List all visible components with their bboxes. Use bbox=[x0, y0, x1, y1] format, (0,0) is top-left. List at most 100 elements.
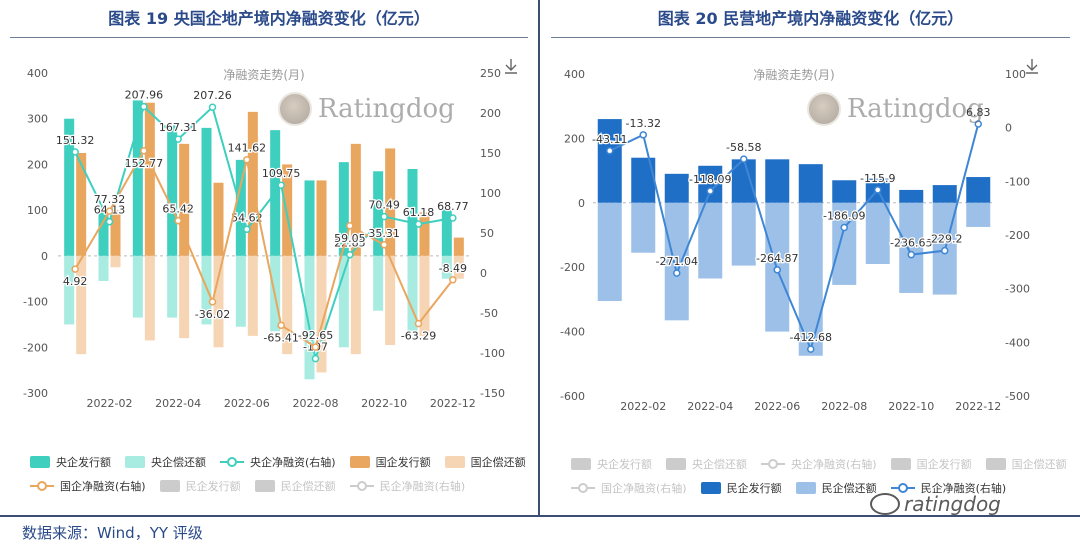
data-label: 61.18 bbox=[403, 206, 435, 219]
data-label: 109.75 bbox=[262, 167, 301, 180]
line-point bbox=[907, 250, 915, 259]
legend-item[interactable]: 国企偿还额 bbox=[444, 450, 526, 474]
bar bbox=[110, 210, 121, 256]
y-left-tick-label: 400 bbox=[564, 68, 585, 81]
y-left-tick-label: 400 bbox=[27, 67, 48, 80]
legend-line-icon bbox=[30, 480, 54, 492]
legend-item[interactable]: 国企发行额 bbox=[349, 450, 431, 474]
bar bbox=[179, 143, 190, 256]
legend-line-icon bbox=[571, 482, 595, 494]
data-label: 65.42 bbox=[162, 203, 194, 216]
footer-watermark-text: ratingdog bbox=[904, 492, 1001, 516]
legend-label: 央企净融资(右轴) bbox=[250, 456, 336, 469]
legend-swatch bbox=[30, 456, 50, 468]
legend-item[interactable]: 国企发行额 bbox=[890, 452, 972, 476]
chart-title: 图表 20 民营地产境内净融资变化（亿元） bbox=[657, 9, 964, 28]
bar bbox=[350, 143, 361, 256]
legend-swatch bbox=[700, 482, 721, 494]
download-icon[interactable] bbox=[503, 58, 519, 74]
data-label: -186.09 bbox=[823, 210, 865, 223]
bar bbox=[419, 255, 430, 336]
y-right-tick-label: 100 bbox=[1005, 68, 1026, 81]
line-point bbox=[346, 250, 354, 259]
bar bbox=[385, 148, 396, 256]
legend-item[interactable]: 国企偿还额 bbox=[985, 452, 1067, 476]
data-label: 207.96 bbox=[125, 89, 164, 102]
y-left-tick-label: 200 bbox=[564, 132, 585, 145]
bar bbox=[144, 102, 155, 256]
legend-label: 民企发行额 bbox=[726, 482, 782, 495]
bar bbox=[832, 202, 857, 285]
line-point bbox=[208, 103, 217, 111]
legend-item[interactable]: 民企净融资(右轴) bbox=[890, 476, 1007, 500]
y-right-tick-label: -300 bbox=[1005, 283, 1030, 296]
legend-item[interactable]: 央企发行额 bbox=[30, 450, 111, 474]
series-line bbox=[74, 148, 454, 349]
legend-item[interactable]: 民企偿还额 bbox=[795, 476, 877, 500]
bar bbox=[453, 255, 464, 279]
x-tick-label: 2022-10 bbox=[888, 400, 934, 413]
watermark-logo: Ratingdog bbox=[278, 92, 455, 126]
legend-item[interactable]: 国企净融资(右轴) bbox=[571, 476, 687, 500]
line-point bbox=[807, 345, 815, 353]
watermark-text: Ratingdog bbox=[318, 94, 455, 124]
download-icon[interactable] bbox=[1024, 58, 1040, 74]
y-left-tick-label: -400 bbox=[560, 326, 585, 339]
legend-item[interactable]: 民企偿还额 bbox=[254, 474, 336, 498]
legend-item[interactable]: 央企净融资(右轴) bbox=[220, 450, 336, 474]
series-line bbox=[609, 123, 980, 353]
bar bbox=[731, 202, 756, 266]
bar bbox=[213, 255, 224, 348]
legend-item[interactable]: 国企净融资(右轴) bbox=[30, 474, 146, 498]
line-point bbox=[380, 212, 388, 221]
bottom-rule bbox=[0, 515, 1080, 517]
bar bbox=[899, 189, 924, 203]
legend-line-icon bbox=[220, 456, 244, 468]
legend-label: 国企净融资(右轴) bbox=[60, 480, 146, 493]
chart-title: 图表 19 央国企地产境内净融资变化（亿元） bbox=[108, 9, 430, 28]
bar bbox=[132, 255, 143, 318]
data-label: -63.29 bbox=[401, 330, 436, 343]
footer-watermark: ratingdog bbox=[870, 492, 1001, 516]
line-point bbox=[941, 246, 949, 255]
legend-item[interactable]: 民企发行额 bbox=[700, 476, 782, 500]
data-label: -8.49 bbox=[439, 262, 467, 275]
line-point bbox=[449, 276, 457, 284]
bar bbox=[304, 180, 315, 256]
line-point bbox=[346, 222, 354, 230]
legend-swatch bbox=[444, 456, 465, 468]
line-point bbox=[208, 298, 217, 306]
legend-item[interactable]: 央企净融资(右轴) bbox=[761, 452, 877, 476]
chart-19-plot: 净融资走势(月) -300 -200 -100 0 100 200 300 400 -150 -10… bbox=[23, 67, 505, 410]
bar bbox=[664, 173, 689, 203]
legend-item[interactable]: 央企发行额 bbox=[571, 452, 652, 476]
data-label: 77.32 bbox=[94, 193, 126, 206]
legend-item[interactable]: 央企偿还额 bbox=[125, 450, 206, 474]
chart-subtitle: 净融资走势(月) bbox=[753, 68, 834, 82]
y-right-tick-label: 0 bbox=[1005, 122, 1012, 135]
data-label: -412.68 bbox=[790, 331, 832, 344]
legend-item[interactable]: 民企净融资(右轴) bbox=[349, 474, 465, 498]
legend-line-icon bbox=[761, 458, 785, 470]
legend-label: 国企净融资(右轴) bbox=[601, 482, 687, 495]
watermark-text: Ratingdog bbox=[847, 94, 984, 124]
data-label: -236.65 bbox=[890, 237, 932, 250]
legend-label: 国企发行额 bbox=[375, 456, 431, 469]
series-line bbox=[74, 104, 454, 363]
data-label: -271.04 bbox=[656, 255, 698, 268]
source-note: 数据来源：Wind，YY 评级 bbox=[22, 524, 203, 542]
legend-label: 民企净融资(右轴) bbox=[920, 482, 1007, 495]
bar bbox=[64, 255, 75, 325]
bar bbox=[373, 255, 384, 311]
line-point bbox=[773, 266, 781, 274]
legend-swatch bbox=[125, 456, 145, 468]
legend-item[interactable]: 民企发行额 bbox=[159, 474, 241, 498]
legend-item[interactable]: 央企偿还额 bbox=[666, 452, 747, 476]
legend-row: 央企发行额 央企偿还额 央企净融资(右轴) 国企发行额 国企偿还额国企净融资(右轴) 民企… bbox=[30, 450, 530, 498]
y-right-tick-label: 100 bbox=[480, 187, 501, 200]
bar bbox=[213, 182, 224, 256]
bar bbox=[282, 255, 293, 355]
bar bbox=[98, 255, 109, 281]
x-tick-label: 2022-10 bbox=[361, 397, 407, 410]
chart-20-plot: 净融资走势(月) -600 -400 -200 0 200 400 -500 -400 -300 -… bbox=[560, 68, 1030, 413]
